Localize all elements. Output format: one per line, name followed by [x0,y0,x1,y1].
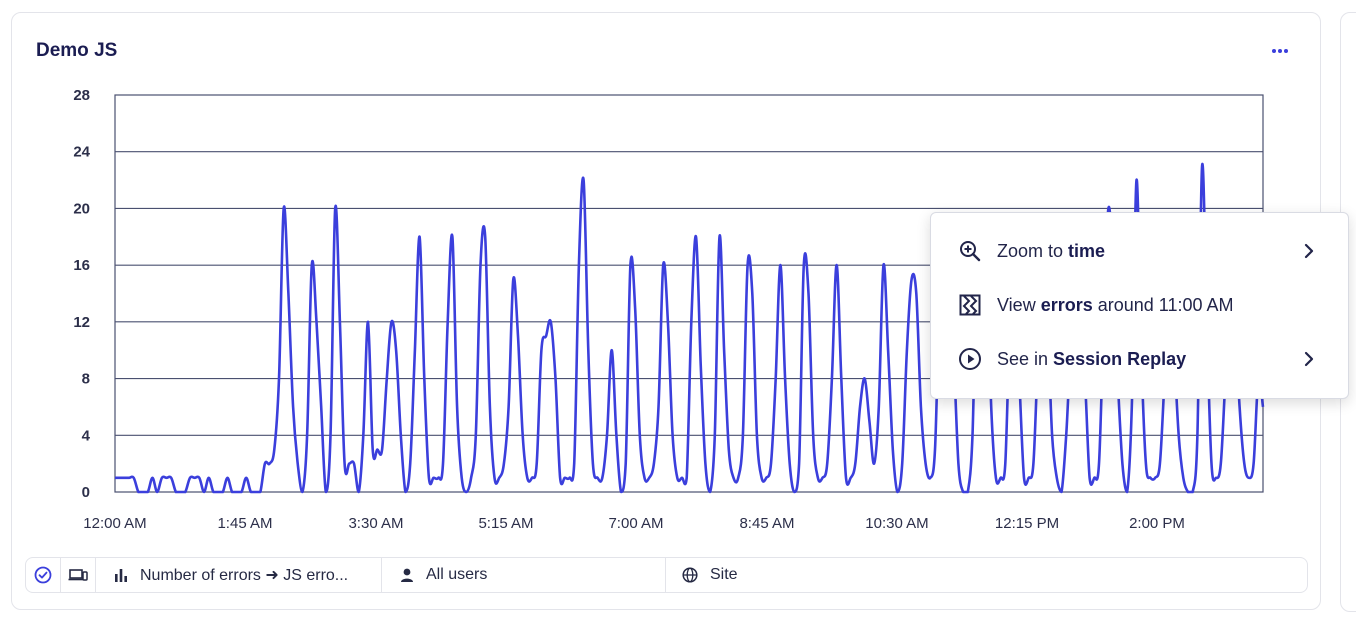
zoom-in-icon [958,239,982,263]
more-options-button[interactable] [1266,40,1294,60]
devices-icon [68,567,88,583]
menu-item-label: See in Session Replay [997,348,1187,369]
y-tick-label: 12 [73,314,90,331]
chevron-right-icon [1301,349,1317,374]
x-tick-label: 12:15 PM [995,515,1059,532]
play-circle-icon [958,347,982,371]
x-tick-label: 12:00 AM [83,515,146,532]
status-filter[interactable] [26,558,61,592]
metric-filter[interactable]: Number of errors ➜ JS erro... [96,558,382,592]
more-dot [1284,49,1288,53]
globe-icon [682,567,698,583]
x-tick-label: 1:45 AM [217,515,272,532]
widget-title: Demo JS [36,40,118,61]
x-tick-label: 3:30 AM [348,515,403,532]
site-filter[interactable]: Site [666,558,1307,592]
chart-context-menu: Zoom to time View errors around 11:00 AM… [930,212,1349,399]
more-dot [1278,49,1282,53]
device-filter[interactable] [61,558,96,592]
menu-item-session-replay[interactable]: See in Session Replay [931,339,1348,379]
chevron-right-icon [1301,241,1317,266]
x-tick-label: 5:15 AM [478,515,533,532]
menu-item-label: Zoom to time [997,240,1106,261]
metric-label: Number of errors ➜ JS erro... [140,567,349,584]
query-filter-bar: Number of errors ➜ JS erro... All users … [25,557,1308,593]
x-tick-label: 8:45 AM [739,515,794,532]
menu-item-label: View errors around 11:00 AM [997,294,1234,315]
site-label: Site [710,566,738,583]
y-tick-label: 24 [73,144,90,161]
x-tick-label: 10:30 AM [865,515,928,532]
y-tick-label: 8 [82,371,90,388]
y-tick-label: 16 [73,257,90,274]
check-circle-icon [34,566,52,584]
bar-chart-icon [114,568,128,582]
x-tick-label: 7:00 AM [608,515,663,532]
x-tick-label: 2:00 PM [1129,515,1185,532]
user-icon [400,568,414,583]
errors-logo-icon [958,293,982,317]
y-tick-label: 20 [73,200,90,217]
y-tick-label: 0 [82,484,90,501]
y-tick-label: 4 [82,427,91,444]
users-filter[interactable]: All users [382,558,666,592]
menu-item-zoom-to-time[interactable]: Zoom to time [931,231,1348,271]
menu-item-view-errors[interactable]: View errors around 11:00 AM [931,285,1348,325]
more-dot [1272,49,1276,53]
y-tick-label: 28 [73,87,90,104]
users-label: All users [426,566,488,583]
